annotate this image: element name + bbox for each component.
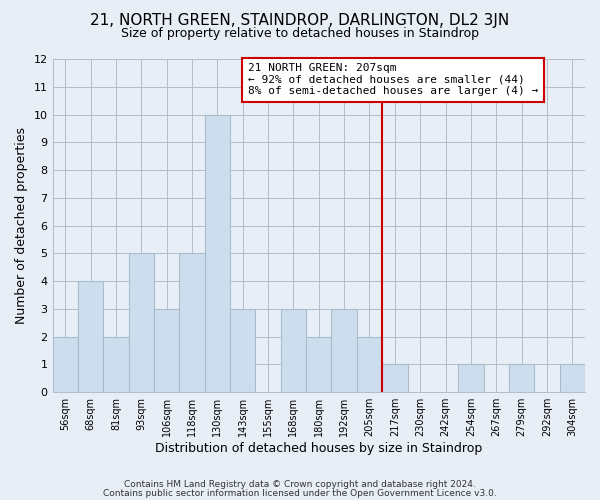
Text: 21, NORTH GREEN, STAINDROP, DARLINGTON, DL2 3JN: 21, NORTH GREEN, STAINDROP, DARLINGTON, … [91, 12, 509, 28]
Bar [357, 336, 382, 392]
Text: Size of property relative to detached houses in Staindrop: Size of property relative to detached ho… [121, 28, 479, 40]
Bar [306, 336, 331, 392]
Bar [78, 281, 103, 392]
Bar [205, 114, 230, 392]
Bar [458, 364, 484, 392]
Bar [128, 254, 154, 392]
Bar [103, 336, 128, 392]
Bar [560, 364, 585, 392]
Bar [53, 336, 78, 392]
Bar [331, 309, 357, 392]
Bar [509, 364, 534, 392]
Bar [154, 309, 179, 392]
Bar [179, 254, 205, 392]
Text: Contains public sector information licensed under the Open Government Licence v3: Contains public sector information licen… [103, 488, 497, 498]
Y-axis label: Number of detached properties: Number of detached properties [15, 127, 28, 324]
Text: 21 NORTH GREEN: 207sqm
← 92% of detached houses are smaller (44)
8% of semi-deta: 21 NORTH GREEN: 207sqm ← 92% of detached… [248, 63, 538, 96]
Bar [230, 309, 256, 392]
Bar [382, 364, 407, 392]
X-axis label: Distribution of detached houses by size in Staindrop: Distribution of detached houses by size … [155, 442, 482, 455]
Bar [281, 309, 306, 392]
Text: Contains HM Land Registry data © Crown copyright and database right 2024.: Contains HM Land Registry data © Crown c… [124, 480, 476, 489]
